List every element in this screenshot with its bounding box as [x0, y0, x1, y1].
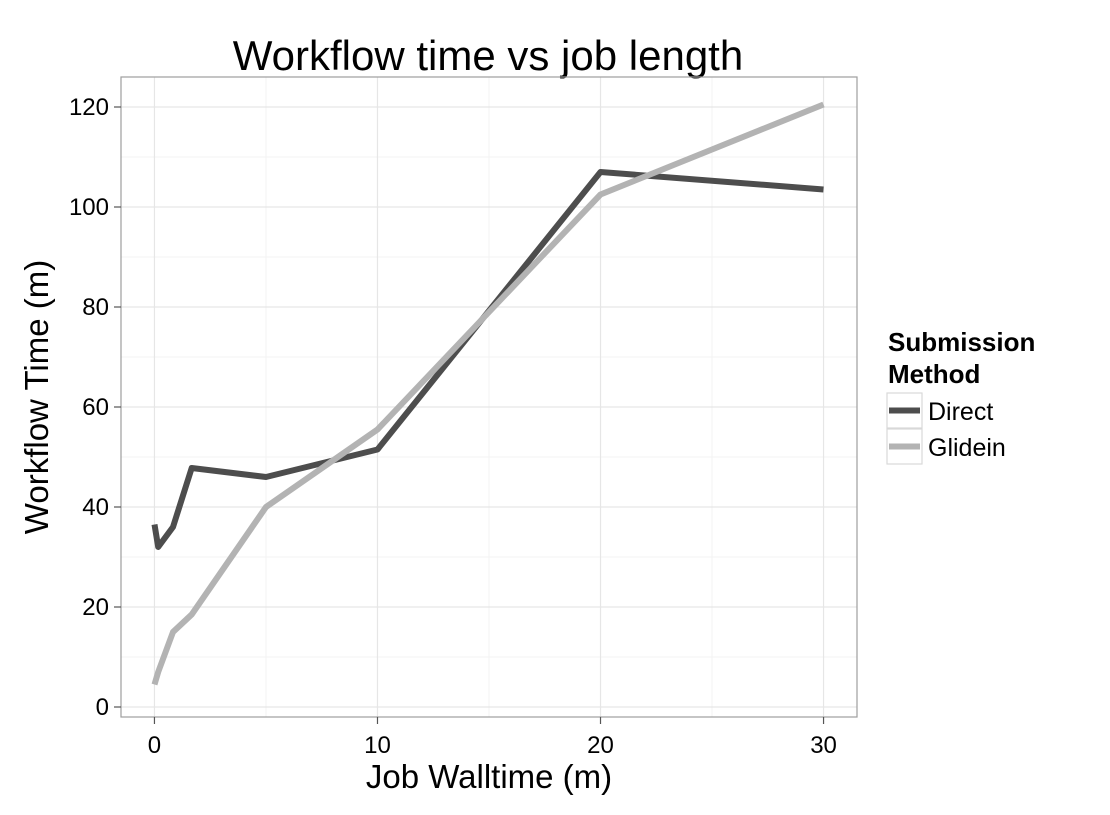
series-layer [151, 101, 825, 686]
x-tick-label: 20 [587, 732, 614, 759]
y-tick-label: 80 [82, 294, 109, 321]
y-tick-label: 60 [82, 394, 109, 421]
x-tick-label: 0 [148, 732, 161, 759]
x-tick-label: 30 [810, 732, 837, 759]
legend-key-direct [886, 392, 923, 429]
y-tick-label: 40 [82, 494, 109, 521]
plot-frame [120, 76, 858, 718]
legend-title-line-1: Submission [888, 327, 1035, 357]
grid-layer [121, 77, 857, 717]
legend-key-glidein [886, 428, 923, 465]
series-line-glidein [151, 101, 825, 686]
x-tick-label: 10 [364, 732, 391, 759]
chart-title: Workflow time vs job length [233, 32, 743, 79]
y-tick-label: 120 [69, 94, 109, 121]
legend-title-line-2: Method [888, 359, 980, 389]
legend-label-direct: Direct [928, 398, 993, 426]
y-tick-label: 0 [96, 694, 109, 721]
legend: Submission Method Direct Glidein [886, 327, 1043, 465]
y-axis-label: Workflow Time (m) [18, 260, 55, 534]
legend-label-glidein: Glidein [928, 434, 1006, 462]
y-tick-label: 100 [69, 194, 109, 221]
axis-layer: 0 10 20 30 0 20 40 60 80 100 120 [69, 94, 837, 759]
legend-title: Submission Method [888, 327, 1043, 389]
series-line-direct [151, 169, 824, 550]
x-axis-label: Job Walltime (m) [366, 758, 612, 795]
legend-items: Direct Glidein [886, 392, 1006, 465]
y-tick-label: 20 [82, 594, 109, 621]
